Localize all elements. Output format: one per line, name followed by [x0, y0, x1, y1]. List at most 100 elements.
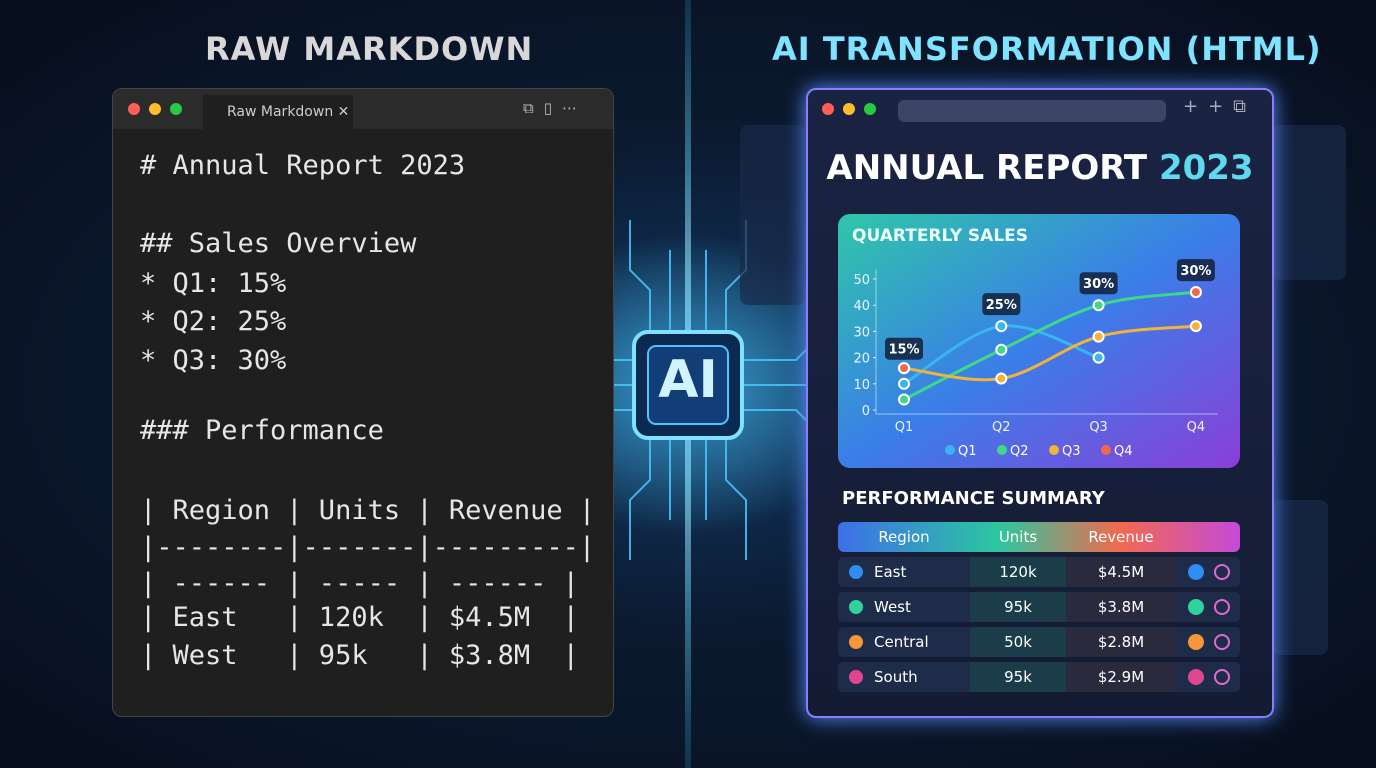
row-dot [849, 600, 863, 614]
row-dot [849, 670, 863, 684]
table-cell: 95k [1004, 668, 1032, 686]
cell-bg [970, 627, 1066, 657]
close-dot[interactable] [128, 103, 140, 115]
column-header: Revenue [1088, 528, 1154, 546]
table-cell: West [874, 598, 911, 616]
max-dot[interactable] [170, 103, 182, 115]
legend-swatch [1049, 445, 1059, 455]
address-bar[interactable] [898, 100, 1166, 122]
table-cell: 120k [999, 563, 1037, 581]
table-cell: South [874, 668, 918, 686]
cell-bg [1066, 662, 1176, 692]
report-title: ANNUAL REPORT [826, 148, 1148, 188]
markdown-line: | Region | Units | Revenue | [140, 495, 596, 526]
markdown-line: | East | 120k | $4.5M | [140, 602, 579, 633]
callout-box [885, 337, 923, 360]
data-point [1092, 351, 1105, 364]
data-point [898, 377, 910, 390]
x-tick-label: Q2 [992, 420, 1011, 435]
right-heading: AI TRANSFORMATION (HTML) [772, 30, 1322, 68]
table-cell: $2.9M [1097, 668, 1145, 686]
min-dot[interactable] [149, 103, 161, 115]
table-cell: East [874, 563, 907, 581]
report-year: 2023 [1158, 148, 1254, 188]
legend-swatch [945, 445, 955, 455]
series-line [902, 324, 1198, 382]
chart: QUARTERLY SALES 0 10 20 30 40 50 Q1 Q2 Q3 Q4 15% 25… [838, 214, 1240, 468]
legend-label: Q4 [1114, 444, 1133, 459]
cell-bg [1066, 627, 1176, 657]
table-cell: $4.5M [1097, 563, 1145, 581]
data-point [1092, 330, 1105, 343]
report-heading: ANNUAL REPORT 2023 [806, 148, 1274, 188]
y-tick-label: 40 [853, 299, 870, 314]
x-tick-label: Q3 [1089, 420, 1108, 435]
edit-button[interactable] [1188, 599, 1204, 615]
cell-bg [970, 557, 1066, 587]
table-cell: Central [874, 633, 929, 651]
delete-button[interactable] [1214, 599, 1230, 615]
editor-icons[interactable]: ⧉▯⋯ [523, 99, 587, 117]
markdown-line: |--------|-------|---------| [140, 532, 596, 563]
markdown-line: * Q2: 25% [140, 306, 287, 337]
callout-label: 25% [986, 298, 1017, 313]
legend-label: Q3 [1062, 444, 1081, 459]
delete-button[interactable] [1214, 564, 1230, 580]
chart-title: QUARTERLY SALES [852, 226, 1028, 246]
edit-button[interactable] [1188, 564, 1204, 580]
y-tick-label: 50 [853, 273, 870, 288]
markdown-line: ### Performance [140, 415, 384, 446]
legend-label: Q2 [1010, 444, 1029, 459]
cell-bg [1066, 557, 1176, 587]
legend-label: Q1 [958, 444, 977, 459]
callout-label: 30% [1083, 277, 1114, 292]
y-tick-label: 0 [862, 404, 870, 419]
data-point [1189, 286, 1202, 299]
ai-chip-label: AI [658, 350, 718, 410]
table-cell: $2.8M [1097, 633, 1145, 651]
row-dot [849, 635, 863, 649]
column-header: Units [998, 528, 1038, 546]
column-header: Region [878, 528, 930, 546]
left-heading: RAW MARKDOWN [205, 30, 534, 68]
callout-label: 15% [888, 343, 919, 358]
legend-swatch [997, 445, 1007, 455]
markdown-line: * Q3: 30% [140, 345, 287, 376]
close-dot[interactable] [822, 103, 834, 115]
data-point [1092, 299, 1105, 312]
data-point [1189, 320, 1202, 333]
editor-tab[interactable]: Raw Markdown ✕ [203, 95, 353, 129]
cell-bg [1066, 592, 1176, 622]
table-cell: $3.8M [1097, 598, 1145, 616]
callout-label: 30% [1180, 264, 1211, 279]
markdown-line: # Annual Report 2023 [140, 150, 466, 181]
data-point [995, 372, 1008, 385]
data-point [898, 362, 910, 375]
browser-icons[interactable]: ++⧉ [1183, 96, 1257, 117]
min-dot[interactable] [843, 103, 855, 115]
tab-label: Raw Markdown [227, 104, 334, 120]
max-dot[interactable] [864, 103, 876, 115]
cell-bg [970, 662, 1066, 692]
delete-button[interactable] [1214, 634, 1230, 650]
cell-bg [970, 592, 1066, 622]
callout-box [982, 293, 1021, 316]
callout-box [1176, 259, 1215, 282]
x-tick-label: Q1 [895, 420, 914, 435]
editor-titlebar [113, 89, 613, 129]
markdown-line: | West | 95k | $3.8M | [140, 640, 579, 671]
row-dot [849, 565, 863, 579]
table-cell: 50k [1004, 633, 1032, 651]
edit-button[interactable] [1188, 669, 1204, 685]
x-tick-label: Q4 [1187, 420, 1206, 435]
edit-button[interactable] [1188, 634, 1204, 650]
table-cell: 95k [1004, 598, 1032, 616]
chart-card [838, 214, 1240, 468]
data-point [898, 393, 910, 406]
markdown-line: ## Sales Overview [140, 228, 417, 259]
markdown-line: | ------ | ----- | ------ | [140, 568, 579, 599]
table-header [838, 522, 1240, 552]
delete-button[interactable] [1214, 669, 1230, 685]
callout-box [1079, 272, 1118, 295]
